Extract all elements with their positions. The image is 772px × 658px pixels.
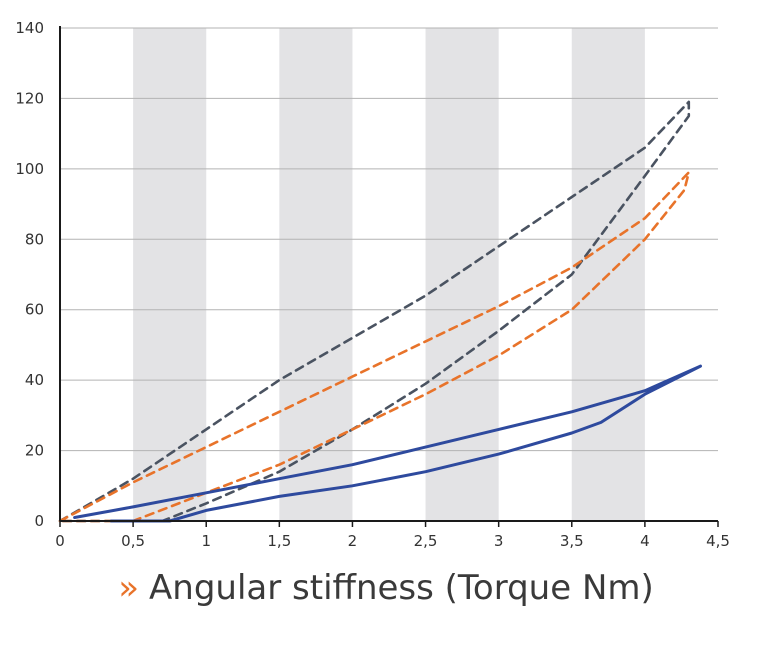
series-layer	[58, 100, 702, 523]
x-tick-label-5: 2,5	[414, 532, 438, 550]
series-line-1	[58, 171, 691, 523]
x-tick-label-7: 3,5	[560, 532, 584, 550]
x-tick-label-4: 2	[348, 532, 358, 550]
series-line-0	[58, 100, 691, 523]
y-tick-label-3: 60	[25, 301, 44, 319]
vertical-band-1	[279, 28, 353, 521]
series-line-2	[73, 364, 702, 523]
y-tick-label-0: 0	[34, 512, 44, 530]
x-tick-label-9: 4,5	[706, 532, 730, 550]
axes	[59, 26, 719, 527]
y-tick-label-5: 100	[15, 160, 44, 178]
x-tick-label-1: 0,5	[121, 532, 145, 550]
line-chart: 0 20 40 60 80 100 120 140 0 0,5 1 1,5 2 2,5 3 3,5 4 4,5	[15, 19, 730, 550]
horizontal-gridlines	[60, 27, 718, 452]
x-tick-label-6: 3	[494, 532, 504, 550]
caption-marker: »	[118, 568, 140, 608]
y-tick-label-6: 120	[15, 89, 44, 107]
vertical-bands	[133, 28, 645, 521]
x-tick-labels: 0 0,5 1 1,5 2 2,5 3 3,5 4 4,5	[55, 532, 730, 550]
x-tick-label-8: 4	[640, 532, 650, 550]
caption-text: Angular stiffness (Torque Nm)	[149, 568, 654, 608]
vertical-band-2	[425, 28, 499, 521]
y-tick-label-2: 40	[25, 371, 44, 389]
x-tick-label-2: 1	[201, 532, 211, 550]
x-tick-label-3: 1,5	[267, 532, 291, 550]
y-tick-labels: 0 20 40 60 80 100 120 140	[15, 19, 44, 530]
chart-caption: » Angular stiffness (Torque Nm)	[0, 568, 772, 608]
y-tick-label-1: 20	[25, 442, 44, 460]
vertical-band-0	[133, 28, 207, 521]
x-tick-label-0: 0	[55, 532, 65, 550]
y-tick-label-7: 140	[15, 19, 44, 37]
y-tick-label-4: 80	[25, 230, 44, 248]
